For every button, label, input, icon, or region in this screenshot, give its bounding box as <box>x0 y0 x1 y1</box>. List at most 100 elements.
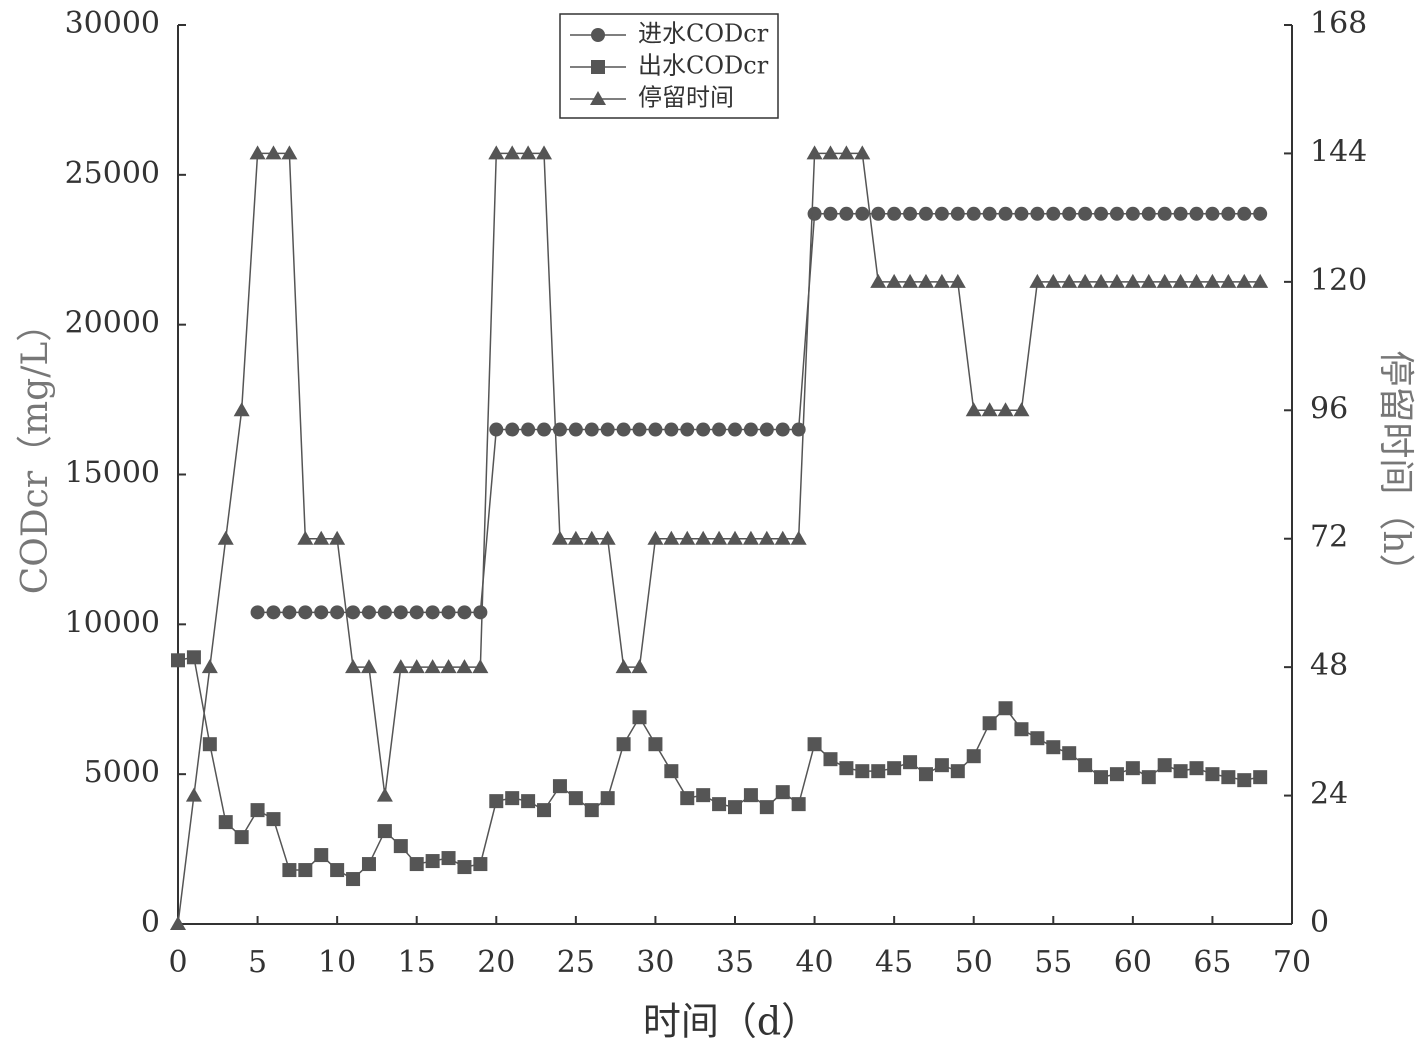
data-point <box>855 206 870 221</box>
data-point <box>409 605 424 620</box>
data-point <box>282 863 297 878</box>
data-point <box>376 787 393 802</box>
data-point <box>201 659 218 674</box>
data-point <box>903 755 918 770</box>
data-point <box>1061 273 1078 288</box>
data-point <box>728 422 742 437</box>
y-tick-label: 5000 <box>84 755 160 790</box>
data-point <box>1189 761 1204 776</box>
data-point <box>712 422 727 437</box>
data-point <box>886 273 903 288</box>
legend-label: 出水CODcr <box>638 52 769 80</box>
data-point <box>632 422 647 437</box>
data-point <box>488 145 505 160</box>
data-point <box>345 659 362 674</box>
data-point <box>1141 770 1156 785</box>
data-point <box>472 659 489 674</box>
x-tick-label: 20 <box>477 945 515 980</box>
data-point <box>1030 731 1045 746</box>
data-point <box>600 791 615 806</box>
data-point <box>1125 761 1140 776</box>
data-point <box>217 530 234 545</box>
data-point <box>170 916 186 930</box>
data-point <box>933 273 950 288</box>
data-point <box>1237 773 1252 788</box>
x-tick-label: 30 <box>636 945 674 980</box>
data-point <box>393 605 408 620</box>
data-point <box>360 659 377 674</box>
data-point <box>918 206 933 221</box>
data-point <box>1125 206 1140 221</box>
data-point <box>1221 770 1236 785</box>
data-point <box>1205 767 1220 782</box>
data-point <box>1109 206 1124 221</box>
data-point <box>505 422 520 437</box>
data-point <box>186 650 201 665</box>
data-point <box>1046 206 1061 221</box>
data-point <box>346 872 361 887</box>
y2-tick-label: 24 <box>1310 777 1348 812</box>
data-point <box>838 145 855 160</box>
legend-marker <box>591 60 605 74</box>
legend-label: 进水CODcr <box>638 20 769 48</box>
data-point <box>440 659 457 674</box>
data-point <box>202 737 217 752</box>
data-point <box>521 422 536 437</box>
data-point <box>297 530 314 545</box>
data-point <box>982 716 997 731</box>
data-point <box>584 422 599 437</box>
data-point <box>1204 273 1221 288</box>
data-point <box>314 848 329 863</box>
data-point <box>392 659 409 674</box>
data-point <box>648 737 663 752</box>
data-point <box>807 206 822 221</box>
data-point <box>377 605 392 620</box>
x-tick-label: 5 <box>248 945 267 980</box>
data-point <box>473 857 488 872</box>
data-point <box>505 791 520 806</box>
y2-tick-label: 0 <box>1310 905 1329 940</box>
data-point <box>409 857 424 872</box>
y-tick-label: 25000 <box>65 156 160 191</box>
data-point <box>822 145 839 160</box>
data-point <box>664 764 679 779</box>
data-point <box>1157 758 1172 773</box>
data-point <box>1172 273 1189 288</box>
data-point <box>1030 206 1045 221</box>
data-point <box>233 402 250 417</box>
data-point <box>727 530 743 545</box>
data-point <box>887 761 902 776</box>
data-point <box>1205 206 1220 221</box>
data-point <box>949 273 966 288</box>
data-point <box>998 701 1013 716</box>
data-point <box>1108 273 1125 288</box>
data-point <box>456 659 473 674</box>
data-point <box>265 145 282 160</box>
data-point <box>664 422 679 437</box>
data-point <box>473 605 488 620</box>
data-point <box>790 530 807 545</box>
data-point <box>408 659 425 674</box>
x-tick-label: 65 <box>1193 945 1231 980</box>
y2-tick-label: 120 <box>1310 263 1367 298</box>
data-point <box>1252 273 1269 288</box>
x-tick-label: 40 <box>795 945 833 980</box>
x-tick-label: 10 <box>318 945 356 980</box>
data-point <box>281 145 298 160</box>
data-point <box>1253 206 1268 221</box>
data-point <box>521 794 536 809</box>
data-point <box>1093 273 1110 288</box>
data-point <box>1156 273 1173 288</box>
data-point <box>266 812 281 827</box>
data-point <box>1237 206 1252 221</box>
data-point <box>934 206 949 221</box>
data-point <box>361 605 376 620</box>
data-point <box>1046 740 1061 755</box>
data-point <box>298 605 313 620</box>
data-point <box>839 206 854 221</box>
data-point <box>917 273 934 288</box>
y2-tick-label: 48 <box>1310 648 1348 683</box>
data-point <box>1077 273 1094 288</box>
data-point <box>457 605 472 620</box>
data-point <box>775 422 790 437</box>
